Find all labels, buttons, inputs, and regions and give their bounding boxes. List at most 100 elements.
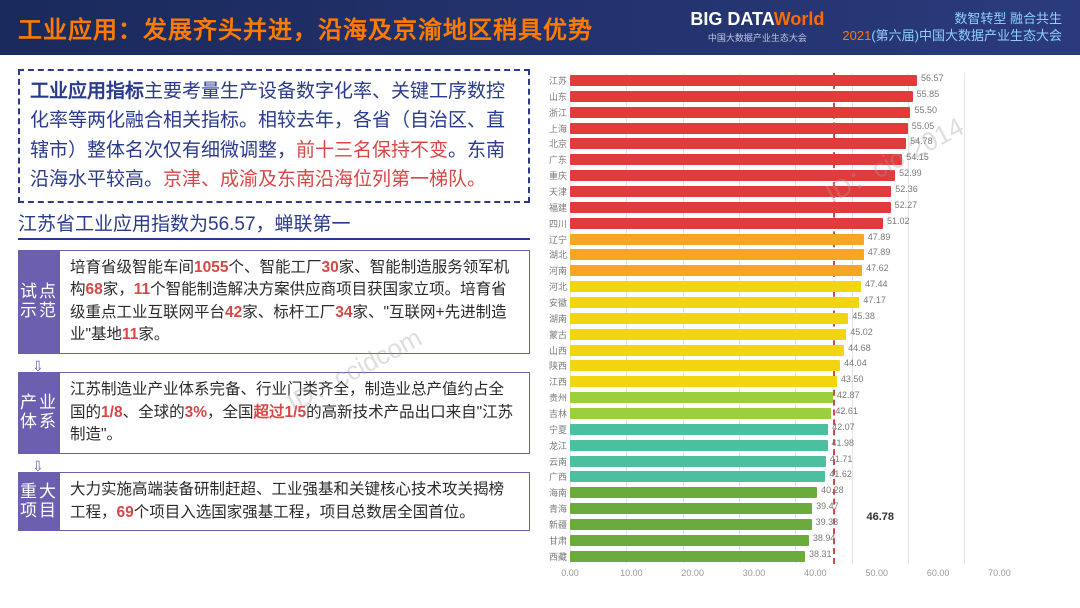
chart-row: 安徽47.17	[542, 295, 1058, 310]
province-label: 湖南	[542, 312, 570, 325]
bar	[570, 154, 902, 165]
bar	[570, 249, 864, 260]
bar	[570, 408, 831, 419]
bar-value-label: 45.02	[850, 327, 873, 337]
slide-body: 工业应用指标主要考量生产设备数字化率、关键工序数控化率等两化融合相关指标。相较去…	[0, 55, 1080, 608]
conference-label: 数智转型 融合共生 2021(第六届)中国大数据产业生态大会	[842, 11, 1062, 45]
province-label: 天津	[542, 185, 570, 198]
province-label: 青海	[542, 502, 570, 515]
bar-value-label: 41.98	[832, 438, 855, 448]
bar-value-label: 42.87	[837, 390, 860, 400]
chart-row: 西藏 38.31	[542, 549, 1058, 564]
bar	[570, 281, 861, 292]
chart-row: 湖南45.38	[542, 311, 1058, 326]
chart-row: 四川 51.02	[542, 216, 1058, 231]
chart-row: 青海 39.47	[542, 501, 1058, 516]
bar	[570, 91, 913, 102]
chart-row: 龙江41.98	[542, 438, 1058, 453]
bar-value-label: 51.02	[887, 216, 910, 226]
chart-row: 湖北47.89	[542, 247, 1058, 262]
bar-value-label: 44.04	[844, 358, 867, 368]
axis-tick-label: 60.00	[927, 568, 950, 578]
section-body: 江苏制造业产业体系完备、行业门类齐全，制造业总产值约占全国的1/8、全球的3%，…	[60, 372, 530, 453]
left-column: 工业应用指标主要考量生产设备数字化率、关键工序数控化率等两化融合相关指标。相较去…	[18, 69, 530, 598]
logo-block: BIG DATAWorld 中国大数据产业生态大会 数智转型 融合共生 2021…	[690, 10, 1062, 44]
chart-bars: 江苏56.57山东55.85 浙江 55.50 上海 55.05 北京 54.78 广东54.…	[542, 73, 1058, 564]
slide-title: 工业应用：发展齐头并进，沿海及京渝地区稍具优势	[18, 10, 593, 45]
bar	[570, 265, 862, 276]
sections-container: 试点示范培育省级智能车间1055个、智能工厂30家、智能制造服务领军机构68家，…	[18, 250, 530, 537]
bar	[570, 392, 833, 403]
section: 产业体系江苏制造业产业体系完备、行业门类齐全，制造业总产值约占全国的1/8、全球…	[18, 372, 530, 453]
province-label: 北京	[542, 137, 570, 150]
bar-value-label: 40.28	[821, 485, 844, 495]
bar	[570, 107, 910, 118]
chart-row: 江西 43.50	[542, 374, 1058, 389]
bar	[570, 424, 828, 435]
chart-row: 甘肃38.94	[542, 533, 1058, 548]
province-label: 山西	[542, 344, 570, 357]
bar-value-label: 43.50	[841, 374, 864, 384]
province-label: 广东	[542, 153, 570, 166]
chart-row: 贵州 42.87	[542, 390, 1058, 405]
chart-row: 河南47.62	[542, 263, 1058, 278]
chart-row: 浙江 55.50	[542, 105, 1058, 120]
chart-row: 广东54.15	[542, 152, 1058, 167]
bar-value-label: 47.17	[863, 295, 886, 305]
province-label: 浙江	[542, 106, 570, 119]
bar	[570, 503, 812, 514]
chart-row: 山东55.85	[542, 89, 1058, 104]
bar-value-label: 47.89	[868, 232, 891, 242]
bar-value-label: 39.38	[816, 517, 839, 527]
chart-row: 海南 40.28	[542, 485, 1058, 500]
bar	[570, 297, 859, 308]
bar-value-label: 52.99	[899, 168, 922, 178]
bar-value-label: 38.31	[809, 549, 832, 559]
province-label: 河北	[542, 280, 570, 293]
section-tag: 产业体系	[18, 372, 60, 453]
bar	[570, 123, 908, 134]
chart-row: 江苏56.57	[542, 73, 1058, 88]
province-label: 江西	[542, 375, 570, 388]
province-label: 蒙古	[542, 328, 570, 341]
chart-row: 广西41.62	[542, 469, 1058, 484]
bar	[570, 170, 895, 181]
bar-value-label: 52.27	[895, 200, 918, 210]
bar-value-label: 55.50	[914, 105, 937, 115]
province-label: 吉林	[542, 407, 570, 420]
bar	[570, 360, 840, 371]
bar	[570, 345, 844, 356]
bar-value-label: 47.44	[865, 279, 888, 289]
bar	[570, 551, 805, 562]
bar	[570, 138, 906, 149]
axis-tick-label: 0.00	[561, 568, 579, 578]
province-label: 辽宁	[542, 233, 570, 246]
province-label: 海南	[542, 486, 570, 499]
chart-row: 福建52.27	[542, 200, 1058, 215]
province-label: 西藏	[542, 550, 570, 563]
chart-axis-labels: 0.0010.0020.0030.0040.0050.0060.0070.00	[570, 564, 1058, 586]
province-label: 四川	[542, 217, 570, 230]
section-connector-icon: ⇩	[18, 460, 530, 473]
subheading: 江苏省工业应用指数为56.57，蝉联第一	[18, 209, 530, 240]
section: 重大项目大力实施高端装备研制赶超、工业强基和关键核心技术攻关揭榜工程，69个项目…	[18, 472, 530, 531]
bar-value-label: 39.47	[816, 501, 839, 511]
province-label: 重庆	[542, 169, 570, 182]
chart-row: 宁夏42.07	[542, 422, 1058, 437]
bar-value-label: 54.78	[910, 136, 933, 146]
chart-row: 云南41.71	[542, 454, 1058, 469]
bar-value-label: 42.61	[835, 406, 858, 416]
section-connector-icon: ⇩	[18, 360, 530, 373]
bar-value-label: 52.36	[895, 184, 918, 194]
chart-row: 天津 52.36	[542, 184, 1058, 199]
provinces-bar-chart: 46.78 江苏56.57山东55.85浙江55.50上海55.05北京54.7…	[542, 73, 1058, 586]
province-label: 贵州	[542, 391, 570, 404]
bar	[570, 535, 809, 546]
bar-value-label: 55.05	[912, 121, 935, 131]
bar	[570, 186, 891, 197]
bar	[570, 456, 826, 467]
province-label: 上海	[542, 122, 570, 135]
section: 试点示范培育省级智能车间1055个、智能工厂30家、智能制造服务领军机构68家，…	[18, 250, 530, 354]
province-label: 云南	[542, 455, 570, 468]
chart-row: 吉林 42.61	[542, 406, 1058, 421]
